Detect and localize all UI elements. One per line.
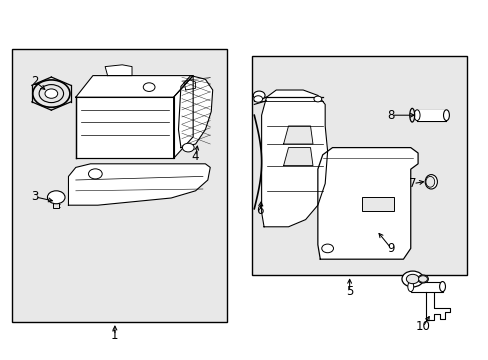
- Circle shape: [418, 276, 427, 282]
- Circle shape: [45, 89, 58, 98]
- Polygon shape: [183, 80, 195, 90]
- Text: 2: 2: [31, 75, 39, 88]
- Polygon shape: [283, 126, 312, 144]
- Circle shape: [313, 96, 321, 102]
- Polygon shape: [173, 76, 193, 158]
- Circle shape: [406, 274, 418, 284]
- Polygon shape: [105, 65, 132, 76]
- Circle shape: [47, 191, 65, 204]
- Circle shape: [143, 83, 155, 91]
- Polygon shape: [68, 164, 210, 205]
- Text: 4: 4: [191, 150, 199, 163]
- Ellipse shape: [407, 282, 413, 292]
- Polygon shape: [261, 90, 327, 227]
- Circle shape: [33, 80, 70, 107]
- Ellipse shape: [417, 275, 427, 283]
- Bar: [251, 56, 466, 275]
- Circle shape: [253, 91, 264, 100]
- Text: 9: 9: [386, 242, 394, 255]
- Polygon shape: [317, 148, 417, 259]
- Ellipse shape: [424, 175, 436, 189]
- Bar: [410, 282, 442, 292]
- Bar: [53, 197, 59, 208]
- Circle shape: [182, 143, 194, 152]
- Circle shape: [321, 244, 333, 253]
- Ellipse shape: [443, 110, 448, 121]
- Bar: [416, 110, 446, 121]
- Circle shape: [253, 96, 262, 102]
- Polygon shape: [76, 97, 173, 158]
- Polygon shape: [76, 76, 193, 97]
- Ellipse shape: [409, 108, 414, 122]
- Text: 1: 1: [111, 329, 119, 342]
- Bar: [361, 197, 393, 211]
- Bar: [12, 49, 227, 322]
- Text: 10: 10: [415, 320, 429, 333]
- Circle shape: [39, 85, 63, 103]
- Text: 7: 7: [408, 177, 416, 190]
- Text: 3: 3: [31, 190, 39, 203]
- Ellipse shape: [425, 176, 434, 187]
- Circle shape: [401, 271, 423, 287]
- Ellipse shape: [413, 110, 419, 121]
- Polygon shape: [178, 76, 212, 148]
- Polygon shape: [283, 148, 312, 166]
- Ellipse shape: [439, 282, 445, 292]
- Circle shape: [88, 169, 102, 179]
- Text: 8: 8: [386, 109, 394, 122]
- Text: 6: 6: [256, 204, 264, 217]
- Text: 5: 5: [345, 285, 353, 298]
